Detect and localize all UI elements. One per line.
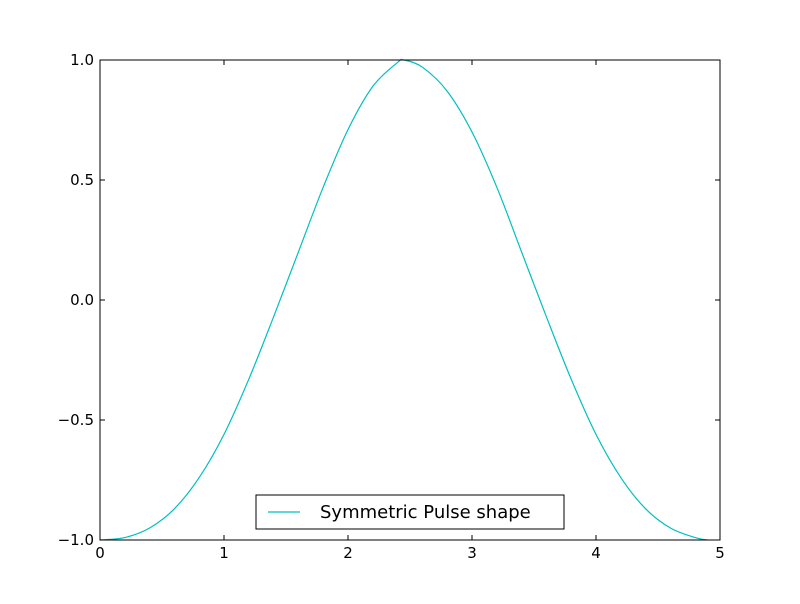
y-tick-label: 0.5 <box>70 171 94 189</box>
y-tick-label: 0.0 <box>70 291 94 309</box>
y-tick-label: −0.5 <box>58 411 94 429</box>
legend: Symmetric Pulse shape <box>255 494 565 530</box>
x-tick-label: 3 <box>467 544 477 562</box>
y-tick-label: −1.0 <box>58 531 94 549</box>
legend-box <box>255 494 565 530</box>
x-tick-label: 2 <box>343 544 353 562</box>
x-tick-label: 1 <box>219 544 229 562</box>
plot-background <box>100 60 720 540</box>
x-tick-label: 4 <box>591 544 601 562</box>
y-tick-label: 1.0 <box>70 51 94 69</box>
x-tick-label: 5 <box>715 544 725 562</box>
legend-label: Symmetric Pulse shape <box>320 502 531 523</box>
plot-frame <box>99 59 721 541</box>
x-tick-label: 0 <box>95 544 105 562</box>
